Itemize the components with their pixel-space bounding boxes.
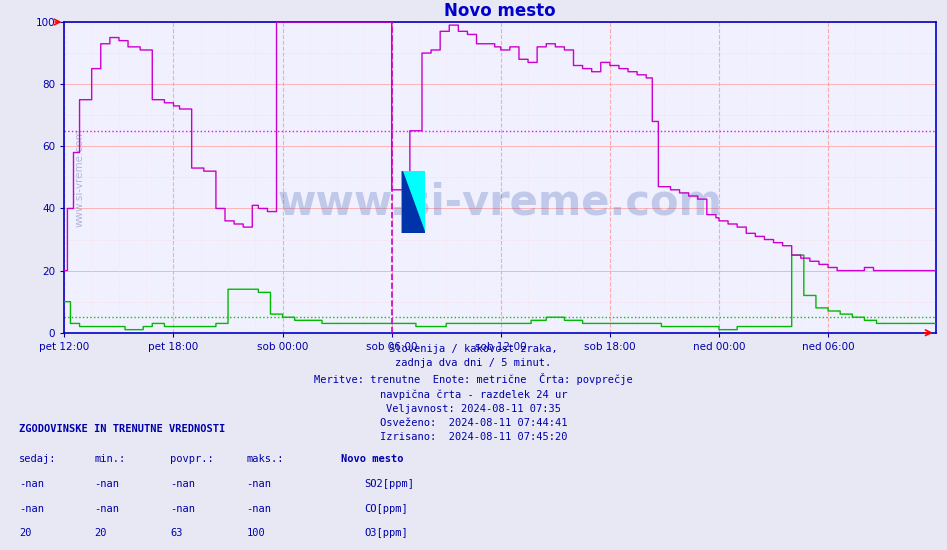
Text: -nan: -nan bbox=[95, 503, 119, 514]
Text: -nan: -nan bbox=[246, 503, 271, 514]
Text: min.:: min.: bbox=[95, 454, 126, 464]
Text: -nan: -nan bbox=[170, 503, 195, 514]
Text: SO2[ppm]: SO2[ppm] bbox=[365, 478, 415, 489]
Text: Slovenija / kakovost zraka,
zadnja dva dni / 5 minut.
Meritve: trenutne  Enote: : Slovenija / kakovost zraka, zadnja dva d… bbox=[314, 344, 633, 442]
Text: CO[ppm]: CO[ppm] bbox=[365, 503, 408, 514]
Text: -nan: -nan bbox=[95, 478, 119, 489]
Text: sedaj:: sedaj: bbox=[19, 454, 57, 464]
Text: -nan: -nan bbox=[19, 503, 44, 514]
Text: maks.:: maks.: bbox=[246, 454, 284, 464]
Text: povpr.:: povpr.: bbox=[170, 454, 214, 464]
Text: www.si-vreme.com: www.si-vreme.com bbox=[277, 182, 723, 223]
Text: -nan: -nan bbox=[170, 478, 195, 489]
Polygon shape bbox=[402, 171, 425, 233]
Text: -nan: -nan bbox=[246, 478, 271, 489]
Text: 63: 63 bbox=[170, 528, 183, 538]
Text: 100: 100 bbox=[246, 528, 265, 538]
Text: www.si-vreme.com: www.si-vreme.com bbox=[75, 128, 85, 227]
Text: Novo mesto: Novo mesto bbox=[341, 454, 403, 464]
Text: 20: 20 bbox=[95, 528, 107, 538]
Text: -nan: -nan bbox=[19, 478, 44, 489]
Text: O3[ppm]: O3[ppm] bbox=[365, 528, 408, 538]
Polygon shape bbox=[402, 171, 425, 233]
Text: 20: 20 bbox=[19, 528, 31, 538]
Text: ZGODOVINSKE IN TRENUTNE VREDNOSTI: ZGODOVINSKE IN TRENUTNE VREDNOSTI bbox=[19, 424, 225, 434]
Title: Novo mesto: Novo mesto bbox=[444, 2, 556, 20]
